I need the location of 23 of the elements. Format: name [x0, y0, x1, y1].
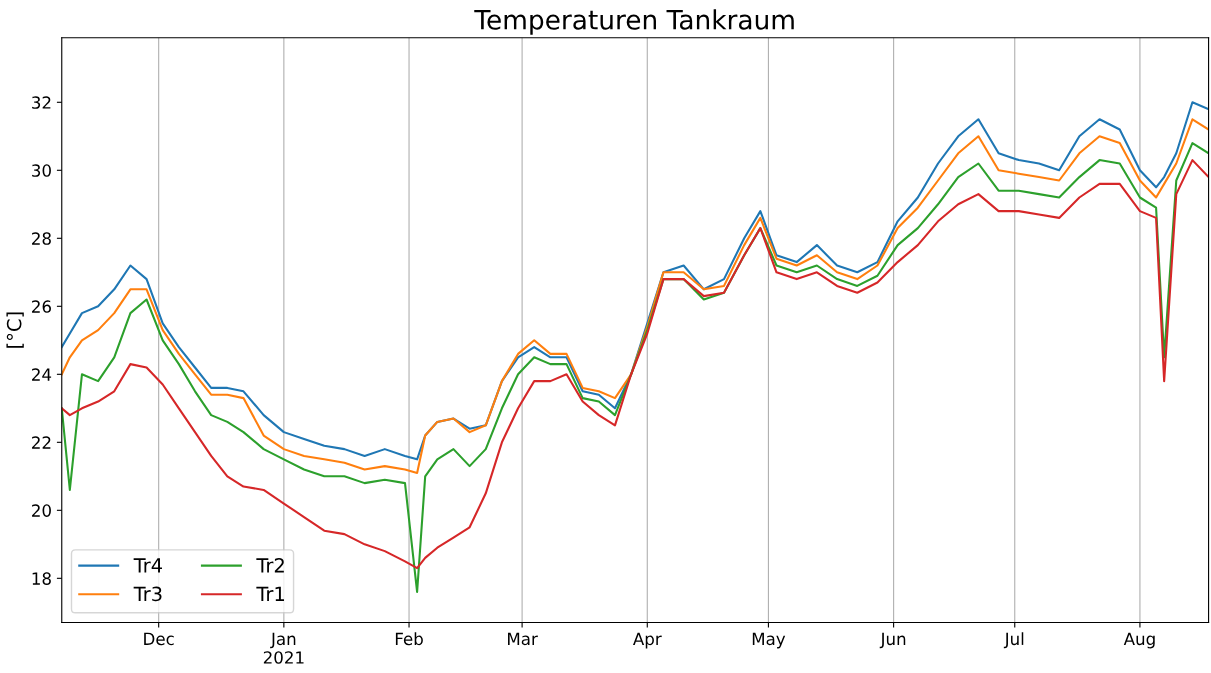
legend-label: Tr2: [256, 558, 284, 573]
x-tick-label: Aug: [1123, 632, 1155, 649]
y-tick-label: 26: [32, 300, 51, 313]
chart-title: Temperaturen Tankraum: [474, 9, 794, 35]
x-tick-label: May: [752, 632, 786, 649]
y-tick-label: 22: [32, 436, 51, 449]
y-tick-label: 20: [32, 504, 51, 517]
y-tick-label: 32: [32, 96, 51, 109]
x-tick-label: Mar: [508, 632, 538, 646]
legend-label: Tr3: [133, 586, 162, 602]
legend-label: Tr1: [256, 586, 284, 601]
x-tick-label: Jul: [1003, 632, 1024, 649]
x-tick-label: Jan 2021: [263, 632, 304, 664]
y-axis-title: [°C]: [6, 312, 24, 348]
x-tick-label: Feb: [395, 632, 423, 646]
y-tick-label: 24: [32, 368, 52, 381]
y-tick-label: 28: [32, 232, 51, 245]
x-tick-label: Jun: [879, 632, 906, 649]
x-tick-label: Dec: [144, 632, 174, 646]
legend-label: Tr4: [133, 558, 162, 573]
y-tick-label: 30: [32, 164, 51, 177]
x-tick-label: Apr: [633, 632, 662, 649]
y-tick-label: 18: [32, 572, 51, 585]
